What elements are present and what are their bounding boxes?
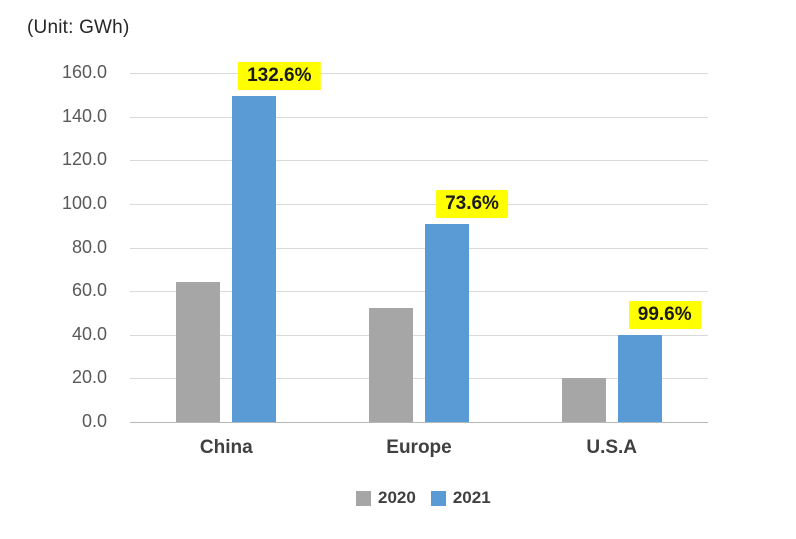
gridline — [130, 116, 708, 118]
bar-2021-europe — [425, 223, 469, 422]
bar-2021-u-s-a — [617, 335, 662, 422]
y-tick-label: 160.0 — [61, 62, 107, 82]
gridline — [130, 203, 708, 205]
gridline — [130, 73, 708, 74]
category-label-europe: Europe — [386, 437, 452, 458]
legend-item-2020: 2020 — [356, 488, 416, 508]
y-tick-label: 80.0 — [71, 236, 107, 257]
y-tick-label: 140.0 — [61, 105, 107, 126]
growth-label-europe: 73.6% — [436, 189, 508, 218]
y-tick-label: 100.0 — [61, 192, 107, 213]
gridline — [130, 334, 708, 336]
legend-label: 2020 — [378, 488, 416, 507]
bar-2020-u-s-a — [561, 378, 606, 422]
chart-legend: 2020 2021 — [356, 488, 491, 508]
y-tick-label: 120.0 — [61, 149, 107, 170]
bar-2021-china — [232, 95, 277, 422]
legend-swatch-2021 — [430, 490, 446, 506]
legend-label: 2021 — [452, 488, 491, 507]
bar-2020-china — [176, 282, 221, 422]
gridline — [130, 378, 708, 380]
y-tick-label: 0.0 — [81, 411, 107, 431]
gridline — [130, 160, 708, 162]
unit-label: (Unit: GWh) — [27, 17, 130, 38]
y-tick-label: 40.0 — [71, 323, 107, 344]
legend-swatch-2020 — [356, 490, 371, 506]
y-tick-label: 20.0 — [71, 367, 107, 388]
growth-label-u-s-a: 99.6% — [628, 301, 701, 329]
y-tick-label: 60.0 — [71, 280, 107, 301]
gridline — [130, 247, 708, 249]
category-label-china: China — [199, 437, 253, 458]
gridline — [130, 291, 708, 293]
x-axis-line — [130, 422, 708, 423]
legend-item-2021: 2021 — [430, 488, 491, 508]
category-label-u-s-a: U.S.A — [586, 437, 638, 458]
growth-label-china: 132.6% — [238, 61, 321, 90]
bar-2020-europe — [369, 307, 413, 422]
